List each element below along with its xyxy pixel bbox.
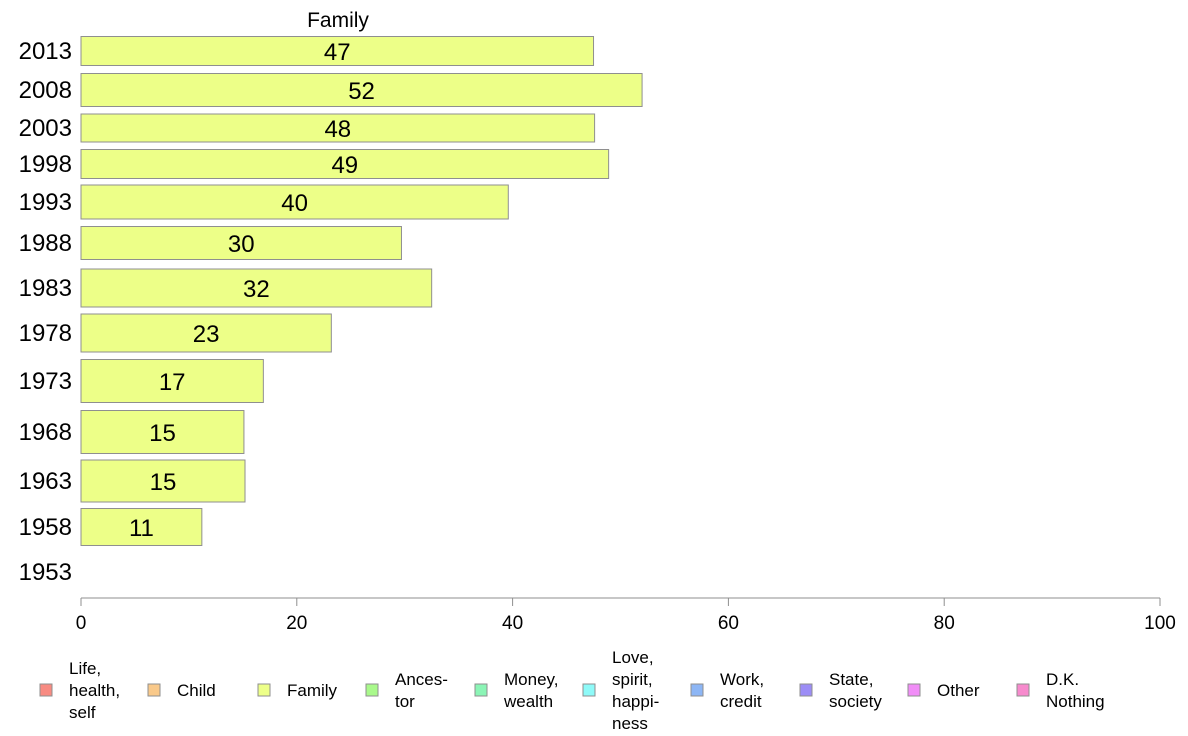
- bar-value-label: 17: [159, 369, 186, 396]
- legend-label: Family: [287, 681, 338, 700]
- legend-swatch: [907, 683, 921, 697]
- y-tick-label: 1958: [19, 514, 72, 541]
- legend-item: Money, wealth: [474, 670, 559, 711]
- bar: [80, 313, 332, 353]
- legend-item: Family: [257, 681, 338, 700]
- bar: [80, 73, 643, 107]
- legend-label: Ances-tor: [395, 670, 448, 711]
- bar-value-label: 47: [324, 39, 351, 66]
- legend-item: State, society: [799, 670, 882, 711]
- legend-swatch: [690, 683, 704, 697]
- y-tick-label: 2008: [19, 77, 72, 104]
- legend-swatch: [1016, 683, 1030, 697]
- legend-swatch: [257, 683, 271, 697]
- bar-value-label: 32: [243, 276, 270, 303]
- bar: [80, 226, 402, 260]
- bar: [80, 410, 245, 454]
- legend-item: Other: [907, 681, 980, 700]
- chart-title: Family: [307, 9, 369, 32]
- y-tick-label: 1998: [19, 151, 72, 178]
- bar-value-label: 52: [348, 78, 375, 105]
- bar-value-label: 15: [150, 469, 177, 496]
- legend-swatch: [474, 683, 488, 697]
- legend-swatch: [147, 683, 161, 697]
- y-tick-label: 1973: [19, 368, 72, 395]
- x-axis: 0 20 40 60 80 100: [76, 597, 1176, 634]
- legend-item: D.K. Nothing: [1016, 670, 1105, 711]
- legend: Life, health, self Child Family Ances-tor Mone…: [39, 648, 1105, 733]
- bar: [80, 508, 203, 546]
- bars-layer: 47 52 48 49 40 30 32 23 17 15 15 11: [80, 36, 643, 546]
- bar-value-label: 48: [324, 116, 351, 143]
- legend-label: Work, credit: [720, 670, 764, 711]
- x-tick-label: 100: [1144, 613, 1176, 634]
- x-tick-label: 60: [718, 613, 739, 634]
- bar: [80, 268, 433, 308]
- y-tick-label: 1963: [19, 468, 72, 495]
- bar-value-label: 30: [228, 231, 255, 258]
- legend-item: Love, spirit, happi-ness: [582, 648, 659, 733]
- y-tick-label: 1953: [19, 559, 72, 586]
- x-tick-label: 40: [502, 613, 523, 634]
- bar-value-label: 15: [149, 420, 176, 447]
- y-tick-label: 1978: [19, 320, 72, 347]
- y-tick-label: 1968: [19, 419, 72, 446]
- legend-swatch: [582, 683, 596, 697]
- legend-label: Money, wealth: [503, 670, 559, 711]
- legend-item: Work, credit: [690, 670, 764, 711]
- y-tick-label: 2013: [19, 38, 72, 65]
- legend-swatch: [39, 683, 53, 697]
- bar: [80, 359, 264, 403]
- legend-item: Ances-tor: [365, 670, 448, 711]
- legend-swatch: [365, 683, 379, 697]
- y-tick-label: 2003: [19, 115, 72, 142]
- bar-value-label: 23: [193, 321, 220, 348]
- legend-label: Life, health, self: [69, 659, 120, 722]
- bar: [80, 113, 596, 143]
- legend-item: Child: [147, 681, 216, 700]
- y-axis-labels: 2013 2008 2003 1998 1993 1988 1983 1978 1973 1968…: [19, 38, 72, 586]
- legend-label: Child: [177, 681, 216, 700]
- x-tick-label: 20: [286, 613, 307, 634]
- legend-label: Other: [937, 681, 980, 700]
- legend-item: Life, health, self: [39, 659, 120, 722]
- legend-label: Love, spirit, happi-ness: [612, 648, 659, 733]
- x-tick-label: 80: [934, 613, 955, 634]
- y-tick-label: 1988: [19, 230, 72, 257]
- legend-label: D.K. Nothing: [1046, 670, 1105, 711]
- legend-label: State, society: [829, 670, 882, 711]
- y-tick-label: 1983: [19, 275, 72, 302]
- bar: [80, 149, 610, 179]
- y-tick-label: 1993: [19, 189, 72, 216]
- bar-value-label: 49: [331, 152, 358, 179]
- legend-swatch: [799, 683, 813, 697]
- bar-value-label: 40: [281, 190, 308, 217]
- bar: [80, 459, 246, 503]
- bar: [80, 184, 509, 220]
- x-tick-label: 0: [76, 613, 87, 634]
- bar-value-label: 11: [129, 515, 154, 542]
- bar: [80, 36, 595, 66]
